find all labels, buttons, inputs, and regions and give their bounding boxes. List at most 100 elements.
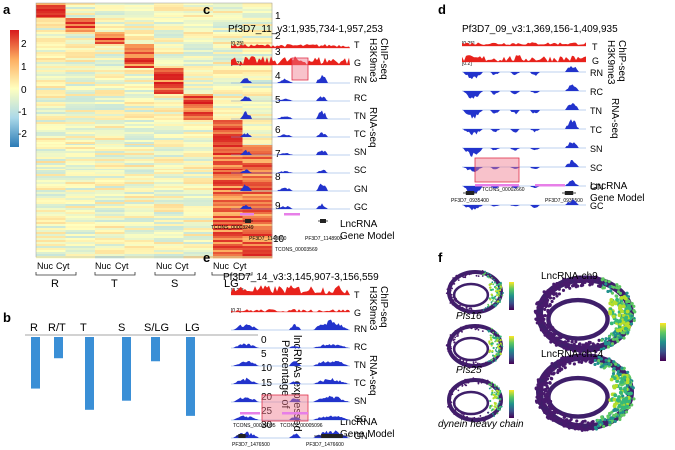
heatmap-cell xyxy=(124,147,155,150)
heatmap-cell xyxy=(183,226,214,229)
heatmap-cell xyxy=(183,161,214,164)
umap-point xyxy=(552,290,556,294)
umap-point xyxy=(611,337,615,341)
umap-point xyxy=(465,307,468,309)
heatmap-cell xyxy=(36,178,66,181)
heatmap-cell xyxy=(95,3,125,6)
umap-point xyxy=(448,390,451,393)
heatmap-cell xyxy=(65,230,96,233)
heatmap-cell xyxy=(213,80,243,83)
lnc-label: LncRNA xyxy=(340,219,378,230)
umap-point xyxy=(496,408,499,411)
heatmap-cell xyxy=(36,110,66,113)
heatmap-cell xyxy=(213,76,243,79)
rna-signal xyxy=(463,186,483,195)
umap-point xyxy=(547,371,551,375)
umap-point xyxy=(456,407,459,410)
fraction-label: Nuc xyxy=(156,261,173,271)
umap-point xyxy=(446,348,449,350)
heatmap-cell xyxy=(65,108,96,111)
heatmap-frame xyxy=(35,2,273,258)
umap-point xyxy=(489,274,492,277)
heatmap-cell xyxy=(36,246,66,249)
heatmap-cell xyxy=(183,151,214,154)
bar-S xyxy=(122,337,131,401)
heatmap-cell xyxy=(65,244,96,247)
heatmap-cell xyxy=(183,118,214,121)
heatmap-cell xyxy=(124,82,155,85)
umap-point xyxy=(496,302,499,305)
heatmap-cell xyxy=(154,214,184,217)
track-label: SC xyxy=(354,414,367,424)
umap-point xyxy=(617,404,622,408)
rna-signal xyxy=(289,416,301,420)
umap-point xyxy=(468,364,470,367)
umap-point xyxy=(452,338,454,340)
umap-point xyxy=(566,347,570,351)
heatmap-cell xyxy=(154,210,184,213)
umap-point xyxy=(484,307,487,309)
heatmap-cell xyxy=(65,236,96,239)
heatmap-cell xyxy=(154,244,184,247)
umap-point xyxy=(496,385,499,388)
umap-point xyxy=(534,399,539,403)
umap-point xyxy=(453,348,456,351)
rna-signal xyxy=(463,91,483,99)
bar-S/LG xyxy=(151,337,160,362)
umap-point xyxy=(564,341,568,345)
umap-point xyxy=(446,343,448,346)
umap-point xyxy=(542,409,546,413)
umap-point xyxy=(591,342,595,346)
umap-point xyxy=(616,363,620,367)
rna-signal xyxy=(316,74,328,83)
umap-point xyxy=(598,284,602,289)
heatmap-cell xyxy=(95,240,125,243)
umap-point xyxy=(621,320,626,325)
umap-point xyxy=(470,327,472,329)
heatmap-cell xyxy=(65,254,96,257)
umap-point xyxy=(609,332,614,336)
heatmap-cell xyxy=(154,190,184,193)
heatmap-cell xyxy=(213,196,243,199)
heatmap-cell xyxy=(154,206,184,209)
heatmap-cell xyxy=(36,202,66,205)
heatmap-cell xyxy=(65,161,96,164)
heatmap-cell xyxy=(242,147,273,150)
heatmap-cell xyxy=(154,56,184,59)
umap-point xyxy=(469,366,472,369)
umap-point xyxy=(460,326,462,329)
heatmap-cell xyxy=(124,165,155,168)
heatmap-cell xyxy=(36,250,66,253)
heatmap-cell xyxy=(183,174,214,177)
heatmap-cell xyxy=(65,48,96,51)
heatmap-cell xyxy=(124,220,155,223)
track-label: GN xyxy=(354,431,368,441)
heatmap-cell xyxy=(213,161,243,164)
heatmap-cell xyxy=(65,178,96,181)
heatmap-cell xyxy=(36,190,66,193)
heatmap-cell xyxy=(124,38,155,41)
heatmap-cell xyxy=(95,159,125,162)
heatmap-cell xyxy=(124,76,155,79)
umap-point xyxy=(455,388,458,390)
track-label: RN xyxy=(354,75,367,85)
umap-point xyxy=(458,384,460,386)
heatmap-cell xyxy=(36,38,66,41)
umap-point xyxy=(614,318,619,323)
y-tick: 15 xyxy=(261,378,273,389)
umap-point xyxy=(614,383,619,388)
umap-point xyxy=(594,427,599,431)
umap-point xyxy=(596,342,600,346)
heatmap-cell xyxy=(95,94,125,97)
umap-point xyxy=(473,325,476,328)
umap-point xyxy=(584,344,588,348)
heatmap-cell xyxy=(95,13,125,16)
umap-point xyxy=(452,389,455,391)
umap-point xyxy=(490,334,492,337)
heatmap-cell xyxy=(154,172,184,175)
heatmap-cell xyxy=(242,18,273,21)
heatmap-cell xyxy=(95,108,125,111)
heatmap-cell xyxy=(154,28,184,31)
heatmap-cell xyxy=(36,86,66,89)
umap-point xyxy=(492,354,495,357)
